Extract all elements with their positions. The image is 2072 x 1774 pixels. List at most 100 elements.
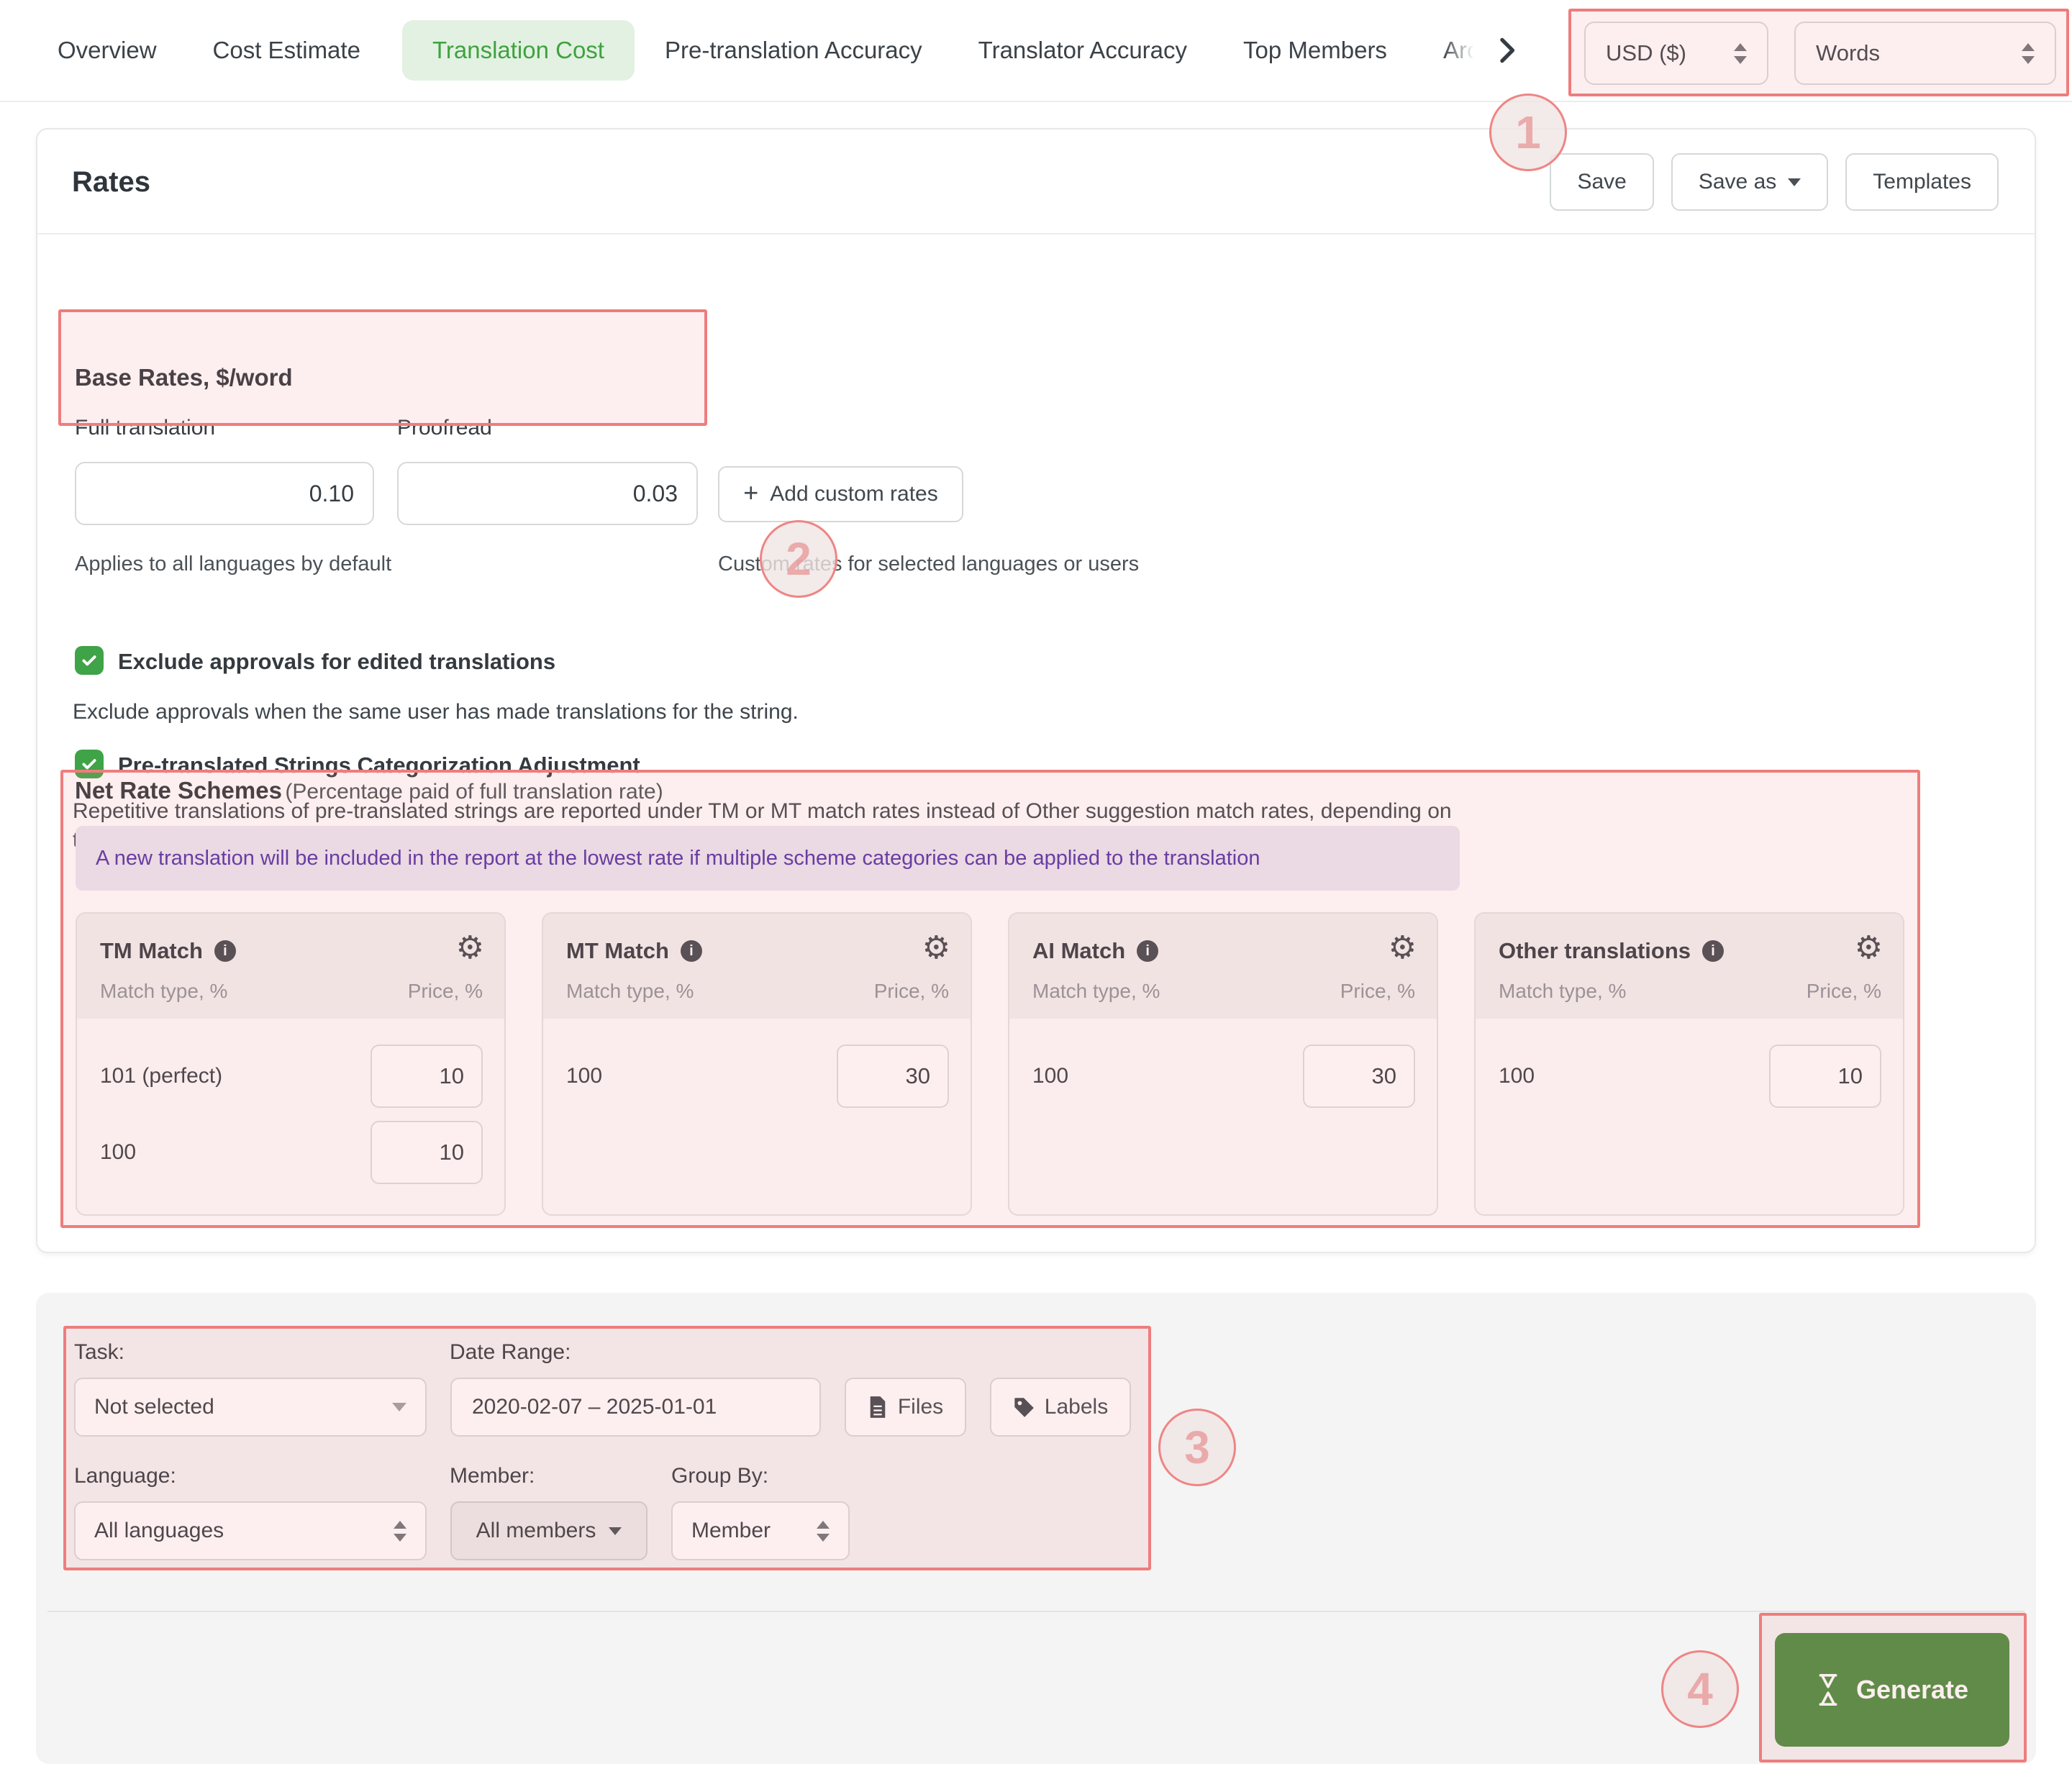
info-icon[interactable]: i [214, 940, 236, 962]
tab-translation-cost[interactable]: Translation Cost [401, 20, 635, 81]
tag-icon [1014, 1398, 1034, 1417]
files-button[interactable]: Files [845, 1378, 966, 1437]
caret-down-icon [1788, 178, 1801, 186]
tm-match-card: TM Match i ⚙ Match type, % Price, % 101 … [76, 912, 506, 1216]
select-arrows-icon [1734, 42, 1747, 64]
exclude-approvals-description: Exclude approvals when the same user has… [73, 700, 799, 724]
scheme-row: 100 [1009, 1045, 1437, 1108]
mt-match-card: MT Match i ⚙ Match type, % Price, % 100 [542, 912, 972, 1216]
select-arrows-icon [2022, 42, 2035, 64]
match-type-value: 100 [1499, 1064, 1535, 1088]
match-type-value: 101 (perfect) [100, 1064, 223, 1088]
templates-button[interactable]: Templates [1845, 153, 1999, 211]
match-type-value: 100 [1032, 1064, 1069, 1088]
task-label: Task: [74, 1340, 125, 1364]
base-rates-helper: Applies to all languages by default [75, 552, 392, 576]
price-input[interactable] [837, 1045, 949, 1108]
gear-icon[interactable]: ⚙ [455, 930, 484, 965]
gear-icon[interactable]: ⚙ [922, 930, 950, 965]
unit-select[interactable]: Words [1794, 22, 2056, 85]
task-select[interactable]: Not selected [74, 1378, 427, 1437]
tab-translator-accuracy[interactable]: Translator Accuracy [978, 37, 1188, 63]
task-select-value: Not selected [94, 1395, 214, 1419]
info-icon[interactable]: i [680, 940, 702, 962]
language-select[interactable]: All languages [74, 1501, 427, 1560]
gear-icon[interactable]: ⚙ [1854, 930, 1883, 965]
report-filters-panel: Task: Date Range: Not selected Files Lab… [36, 1293, 2036, 1764]
base-rates-heading: Base Rates, $/word [75, 364, 293, 391]
ai-match-card: AI Match i ⚙ Match type, % Price, % 100 [1008, 912, 1438, 1216]
date-range-label: Date Range: [450, 1340, 571, 1364]
tab-pre-translation-accuracy[interactable]: Pre-translation Accuracy [664, 37, 922, 63]
proofread-rate-input[interactable] [397, 462, 698, 525]
match-type-column-header: Match type, % [100, 980, 228, 1002]
tab-archived-truncated[interactable]: Arc [1442, 37, 1479, 63]
generate-button-label: Generate [1855, 1675, 1969, 1704]
net-rate-schemes-heading: Net Rate Schemes (Percentage paid of ful… [75, 777, 663, 804]
net-rate-schemes-subtitle: (Percentage paid of full translation rat… [285, 780, 663, 804]
tm-match-card-header: TM Match i ⚙ Match type, % Price, % [77, 914, 504, 1019]
page-title: Rates [72, 165, 150, 198]
member-select[interactable]: All members [450, 1501, 648, 1560]
labels-button-label: Labels [1044, 1395, 1109, 1419]
mt-match-title: MT Match [566, 938, 669, 963]
rates-header-buttons: Save Save as Templates [1550, 153, 1999, 211]
scheme-row: 101 (perfect) [77, 1045, 504, 1108]
mt-match-card-header: MT Match i ⚙ Match type, % Price, % [543, 914, 971, 1019]
match-type-value: 100 [566, 1064, 603, 1088]
gear-icon[interactable]: ⚙ [1388, 930, 1417, 965]
hourglass-icon [1819, 1674, 1837, 1706]
add-custom-rates-label: Add custom rates [770, 482, 938, 506]
pretranslated-adjustment-checkbox[interactable] [75, 750, 104, 778]
price-input[interactable] [371, 1045, 483, 1108]
save-as-button[interactable]: Save as [1671, 153, 1829, 211]
language-select-value: All languages [94, 1519, 224, 1542]
scheme-row: 100 [77, 1121, 504, 1184]
date-range-input[interactable] [450, 1378, 821, 1437]
info-icon[interactable]: i [1137, 940, 1159, 962]
lowest-rate-banner-text: A new translation will be included in th… [96, 846, 1260, 870]
panel-divider [47, 1611, 2025, 1612]
ai-match-card-header: AI Match i ⚙ Match type, % Price, % [1009, 914, 1437, 1019]
currency-select[interactable]: USD ($) [1584, 22, 1768, 85]
group-by-select[interactable]: Member [671, 1501, 850, 1560]
file-icon [870, 1396, 886, 1418]
match-type-column-header: Match type, % [566, 980, 694, 1002]
rates-card: Rates Save Save as Templates Base Rates,… [36, 128, 2036, 1253]
add-custom-rates-button[interactable]: + Add custom rates [718, 466, 963, 522]
info-icon[interactable]: i [1702, 940, 1724, 962]
price-input[interactable] [1769, 1045, 1881, 1108]
proofread-label: Proofread [397, 416, 492, 440]
net-rate-scheme-cards: TM Match i ⚙ Match type, % Price, % 101 … [76, 912, 1904, 1216]
files-button-label: Files [897, 1395, 944, 1419]
scheme-row: 100 [543, 1045, 971, 1108]
full-translation-label: Full translation [75, 416, 216, 440]
save-button[interactable]: Save [1550, 153, 1654, 211]
price-input[interactable] [371, 1121, 483, 1184]
exclude-approvals-label: Exclude approvals for edited translation… [118, 649, 556, 674]
scheme-row: 100 [1476, 1045, 1903, 1108]
generate-button[interactable]: Generate [1775, 1633, 2009, 1747]
select-arrows-icon [817, 1520, 830, 1542]
tab-cost-estimate[interactable]: Cost Estimate [212, 37, 360, 63]
exclude-approvals-checkbox[interactable] [75, 646, 104, 675]
price-input[interactable] [1303, 1045, 1415, 1108]
other-translations-title: Other translations [1499, 938, 1691, 963]
language-label: Language: [74, 1464, 176, 1488]
check-icon [82, 759, 96, 770]
custom-rates-helper: Custom rates for selected languages or u… [718, 552, 1140, 576]
chevron-right-icon[interactable] [1499, 36, 1517, 65]
save-as-label: Save as [1698, 170, 1777, 194]
full-translation-rate-input[interactable] [75, 462, 374, 525]
price-column-header: Price, % [1806, 980, 1881, 1002]
tab-top-members[interactable]: Top Members [1243, 37, 1387, 63]
labels-button[interactable]: Labels [990, 1378, 1131, 1437]
price-column-header: Price, % [407, 980, 483, 1002]
group-by-label: Group By: [671, 1464, 769, 1488]
tab-overview[interactable]: Overview [58, 37, 157, 63]
select-arrows-icon [394, 1520, 406, 1542]
currency-select-value: USD ($) [1606, 40, 1686, 65]
other-translations-card: Other translations i ⚙ Match type, % Pri… [1474, 912, 1904, 1216]
price-column-header: Price, % [873, 980, 949, 1002]
